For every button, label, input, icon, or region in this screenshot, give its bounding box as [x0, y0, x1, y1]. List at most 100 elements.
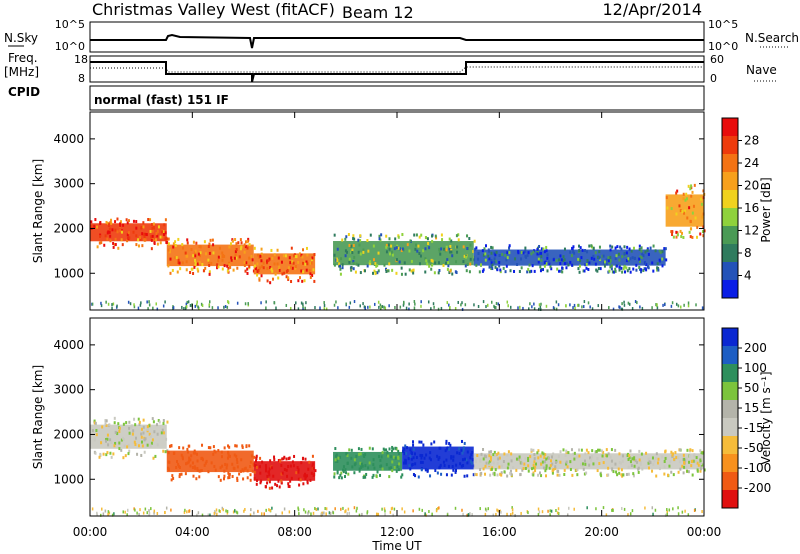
echo-cell — [530, 269, 533, 273]
echo-cell — [666, 510, 668, 514]
echo-cell — [401, 233, 404, 237]
echo-cell — [289, 479, 292, 483]
echo-cell — [569, 467, 572, 471]
echo-cell — [392, 447, 395, 451]
echo-cell — [527, 456, 530, 460]
echo-cell — [99, 234, 102, 238]
echo-cell — [333, 472, 336, 476]
echo-cell — [307, 467, 310, 471]
echo-cell — [305, 268, 308, 272]
colorbar-tick-label: 15 — [744, 401, 759, 415]
echo-cell — [555, 509, 557, 513]
echo-cell — [596, 456, 599, 460]
echo-cell — [685, 457, 688, 461]
echo-cell — [346, 250, 349, 254]
echo-cell — [272, 474, 275, 478]
colorbar-segment — [722, 436, 738, 454]
echo-cell — [310, 512, 312, 516]
echo-cell — [219, 466, 222, 470]
echo-cell — [596, 255, 599, 259]
echo-cell — [153, 511, 155, 515]
echo-cell — [409, 467, 412, 471]
echo-cell — [647, 266, 650, 270]
echo-cell — [150, 223, 153, 227]
echo-cell — [655, 452, 658, 456]
echo-cell — [696, 469, 699, 473]
echo-cell — [142, 431, 145, 435]
echo-cell — [472, 473, 475, 477]
echo-cell — [357, 447, 360, 451]
echo-cell — [584, 249, 587, 253]
echo-cell — [259, 481, 262, 485]
echo-cell — [249, 513, 252, 517]
echo-cell — [268, 473, 271, 477]
echo-cell — [128, 431, 131, 435]
echo-cell — [454, 469, 457, 473]
echo-cell — [555, 307, 558, 311]
echo-cell — [188, 459, 191, 463]
echo-cell — [106, 237, 109, 241]
echo-cell — [108, 511, 111, 515]
echo-cell — [415, 233, 418, 237]
echo-cell — [246, 476, 249, 480]
echo-cell — [408, 464, 411, 468]
echo-cell — [559, 450, 562, 454]
echo-cell — [492, 472, 495, 476]
echo-cell — [549, 513, 551, 517]
echo-cell — [565, 266, 568, 270]
echo-cell — [615, 264, 618, 268]
echo-cell — [632, 267, 635, 271]
echo-cell — [558, 473, 561, 477]
echo-cell — [227, 454, 230, 458]
echo-cell — [480, 471, 483, 475]
echo-cell — [334, 447, 337, 451]
echo-cell — [288, 256, 291, 260]
echo-cell — [682, 471, 685, 475]
echo-cell — [132, 219, 135, 223]
echo-cell — [156, 443, 159, 447]
echo-cell — [466, 263, 469, 267]
echo-cell — [671, 301, 674, 305]
echo-cell — [387, 243, 390, 247]
echo-cell — [282, 457, 285, 461]
echo-cell — [668, 508, 671, 512]
echo-cell — [268, 486, 271, 490]
echo-cell — [602, 461, 605, 465]
echo-cell — [622, 473, 625, 477]
echo-cell — [294, 255, 297, 259]
echo-cell — [428, 259, 431, 263]
echo-cell — [290, 265, 293, 269]
echo-cell — [612, 508, 614, 512]
echo-cell — [589, 458, 592, 462]
echo-cell — [540, 247, 543, 251]
echo-cell — [277, 479, 280, 483]
echo-cell — [273, 301, 276, 305]
echo-cell — [133, 440, 136, 444]
echo-cell — [569, 250, 572, 254]
echo-cell — [90, 224, 93, 228]
echo-cell — [345, 235, 348, 239]
echo-cell — [556, 267, 559, 271]
echo-cell — [579, 246, 582, 250]
echo-cell — [253, 470, 256, 474]
echo-cell — [617, 467, 620, 471]
echo-cell — [387, 454, 390, 458]
echo-cell — [659, 251, 662, 255]
echo-cell — [620, 307, 623, 311]
echo-cell — [579, 462, 582, 466]
echo-cell — [411, 462, 414, 466]
echo-cell — [381, 451, 384, 455]
echo-cell — [462, 446, 465, 450]
echo-cell — [598, 256, 601, 260]
echo-cell — [144, 437, 147, 441]
echo-cell — [267, 478, 270, 482]
echo-cell — [377, 269, 380, 273]
echo-cell — [146, 425, 149, 429]
echo-cell — [628, 454, 631, 458]
echo-cell — [611, 467, 614, 471]
echo-cell — [683, 457, 686, 461]
echo-cell — [594, 450, 597, 454]
echo-cell — [228, 475, 231, 479]
echo-cell — [582, 305, 585, 309]
